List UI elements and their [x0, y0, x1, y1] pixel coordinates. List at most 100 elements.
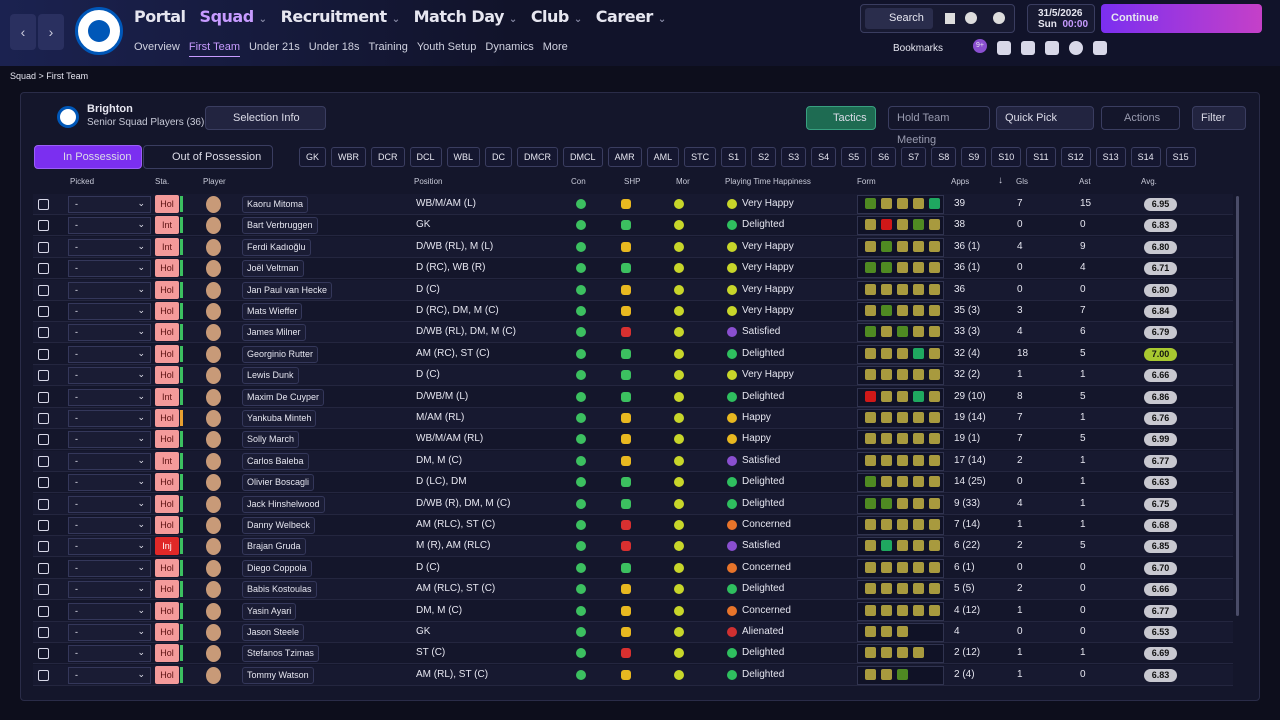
player-name[interactable]: Georginio Rutter [242, 345, 319, 363]
player-name[interactable]: Maxim De Cuyper [242, 388, 325, 406]
player-row[interactable]: - ⌄ Hol Danny Welbeck AM (RLC), ST (C) Concer… [33, 515, 1233, 536]
position-button[interactable]: AMR [607, 147, 642, 167]
position-button[interactable]: S10 [991, 147, 1022, 167]
quick-pick[interactable]: Quick Pick [996, 106, 1094, 130]
picked-dropdown[interactable]: - ⌄ [68, 602, 151, 620]
checkbox[interactable] [38, 605, 49, 617]
checkbox[interactable] [38, 455, 49, 467]
player-name[interactable]: Stefanos Tzimas [242, 645, 319, 663]
checkbox[interactable] [38, 413, 49, 424]
picked-dropdown[interactable]: - ⌄ [68, 666, 151, 684]
picked-dropdown[interactable]: - ⌄ [68, 581, 151, 599]
player-row[interactable]: - ⌄ Hol Jack Hinshelwood D/WB (R), DM, M (C)… [33, 493, 1233, 515]
icon[interactable] [1021, 41, 1035, 55]
player-row[interactable]: - ⌄ Hol Joël Veltman D (RC), WB (R) Very Happ… [33, 258, 1233, 280]
player-row[interactable]: - ⌄ Inj Brajan Gruda M (R), AM (RLC) Satisfie… [33, 536, 1233, 558]
picked-dropdown[interactable]: - ⌄ [68, 431, 151, 449]
submenu-item[interactable]: Dynamics [485, 41, 534, 53]
picked-dropdown[interactable]: - ⌄ [68, 196, 151, 213]
player-name[interactable]: James Milner [242, 324, 306, 342]
picked-dropdown[interactable]: - ⌄ [68, 645, 151, 663]
picked-dropdown[interactable]: - ⌄ [68, 367, 151, 385]
position-button[interactable]: S6 [871, 147, 897, 167]
picked-dropdown[interactable]: - ⌄ [68, 281, 151, 299]
picked-dropdown[interactable]: - ⌄ [68, 538, 151, 556]
position-button[interactable]: WBL [446, 147, 481, 167]
position-button[interactable]: S3 [781, 147, 807, 167]
player-name[interactable]: Lewis Dunk [242, 367, 299, 385]
player-name[interactable]: Mats Wieffer [242, 303, 303, 320]
player-row[interactable]: - ⌄ Hol Solly March WB/M/AM (RL) Happy 19 (1) 7… [33, 429, 1233, 451]
player-name[interactable]: Yasin Ayari [242, 602, 297, 620]
icon[interactable] [1093, 41, 1107, 55]
submenu-item[interactable]: Overview [134, 41, 180, 53]
position-button[interactable]: S12 [1060, 147, 1091, 167]
position-button[interactable]: S5 [841, 147, 867, 167]
checkbox[interactable] [38, 584, 49, 596]
checkbox[interactable] [38, 327, 49, 339]
player-name[interactable]: Babis Kostoulas [242, 581, 317, 599]
checkbox[interactable] [38, 498, 49, 510]
picked-dropdown[interactable]: - ⌄ [68, 324, 151, 342]
submenu-item[interactable]: Training [368, 41, 408, 53]
position-button[interactable]: DCR [371, 147, 405, 167]
player-name[interactable]: Solly March [242, 431, 300, 449]
position-button[interactable]: S8 [931, 147, 957, 167]
player-row[interactable]: - ⌄ Hol Kaoru Mitoma WB/M/AM (L) Very Happy 39… [33, 194, 1233, 215]
position-button[interactable]: S7 [901, 147, 927, 167]
checkbox[interactable] [38, 627, 49, 638]
icon[interactable] [1045, 41, 1059, 55]
position-button[interactable]: S4 [811, 147, 837, 167]
checkbox[interactable] [38, 520, 49, 531]
player-name[interactable]: Joël Veltman [242, 260, 304, 278]
submenu-item[interactable]: First Team [188, 41, 240, 57]
player-name[interactable]: Diego Coppola [242, 559, 312, 577]
player-name[interactable]: Ferdi Kadıoğlu [242, 238, 311, 256]
meeting-button[interactable]: Hold Team Meeting [888, 106, 990, 146]
actions-button[interactable]: Actions [1101, 106, 1180, 130]
checkbox[interactable] [38, 648, 49, 660]
player-row[interactable]: - ⌄ Hol Lewis Dunk D (C) Very Happy 32 (2) 1 1 6.… [33, 365, 1233, 387]
menu-item[interactable]: Career ⌄ [595, 7, 666, 26]
player-name[interactable]: Olivier Boscagli [242, 474, 315, 492]
checkbox[interactable] [38, 199, 49, 210]
forward-button[interactable]: › [38, 14, 64, 50]
position-button[interactable]: DCL [409, 147, 442, 167]
checkbox[interactable] [38, 263, 49, 275]
player-row[interactable]: - ⌄ Hol Jan Paul van Hecke D (C) Very Happy 36… [33, 279, 1233, 301]
player-row[interactable]: - ⌄ Hol James Milner D/WB (RL), DM, M (C) Sat… [33, 322, 1233, 344]
checkbox[interactable] [38, 434, 49, 446]
menu-item[interactable]: Match Day ⌄ [413, 7, 518, 26]
checkbox[interactable] [38, 541, 49, 553]
checkbox[interactable] [38, 370, 49, 382]
position-button[interactable]: STC [684, 147, 717, 167]
tab[interactable]: Out of Possession [143, 145, 273, 169]
position-button[interactable]: S15 [1165, 147, 1196, 167]
player-row[interactable]: - ⌄ Hol Georginio Rutter AM (RC), ST (C) Deli… [33, 344, 1233, 365]
position-button[interactable]: S9 [961, 147, 987, 167]
position-button[interactable]: WBR [331, 147, 367, 167]
bookmarks[interactable]: Bookmarks [893, 43, 944, 54]
submenu-item[interactable]: More [542, 41, 568, 53]
menu-item[interactable]: Squad ⌄ [199, 7, 268, 26]
checkbox[interactable] [38, 241, 49, 253]
player-name[interactable]: Kaoru Mitoma [242, 196, 309, 213]
position-button[interactable]: DMCR [517, 147, 559, 167]
tactics-button[interactable]: Tactics [806, 106, 876, 130]
crumb[interactable]: Squad [10, 71, 37, 81]
player-row[interactable]: - ⌄ Int Ferdi Kadıoğlu D/WB (RL), M (L) Very … [33, 236, 1233, 258]
checkbox[interactable] [38, 220, 49, 232]
player-name[interactable]: Brajan Gruda [242, 538, 306, 556]
picked-dropdown[interactable]: - ⌄ [68, 303, 151, 320]
picked-dropdown[interactable]: - ⌄ [68, 517, 151, 534]
selection-info[interactable]: Selection Info [205, 106, 326, 130]
tab[interactable]: In Possession [34, 145, 142, 169]
position-button[interactable]: S14 [1130, 147, 1161, 167]
player-name[interactable]: Carlos Baleba [242, 452, 309, 470]
scrollbar[interactable] [1236, 196, 1239, 616]
crumb[interactable]: First Team [46, 71, 89, 81]
player-name[interactable]: Jan Paul van Hecke [242, 281, 333, 299]
checkbox[interactable] [38, 477, 49, 489]
picked-dropdown[interactable]: - ⌄ [68, 452, 151, 470]
menu-item[interactable]: Recruitment ⌄ [280, 7, 401, 26]
